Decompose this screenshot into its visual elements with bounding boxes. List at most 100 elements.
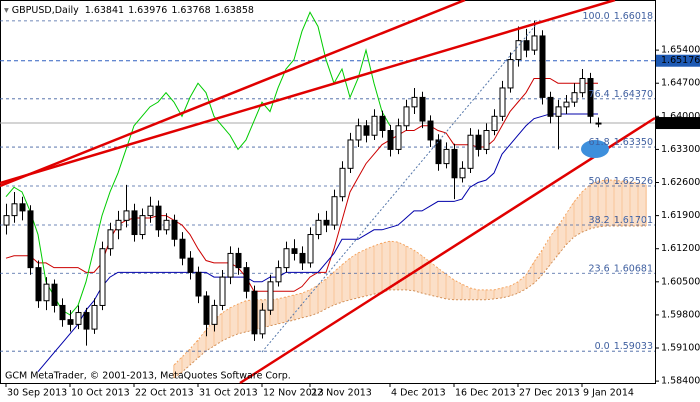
y-tick-label: 1.64700 [661, 78, 700, 89]
bid-price-label: 1.63858 [661, 118, 700, 129]
open: 1.63841 [85, 5, 124, 16]
candle-body [555, 106, 562, 117]
fib-label: 100.0 1.66018 [583, 10, 654, 21]
candle-body [499, 87, 506, 117]
candle-body [427, 120, 434, 141]
fib-level-label: 100.0 [583, 10, 610, 21]
fib-price-label: 1.63350 [614, 137, 653, 148]
fib-price-label: 1.62526 [614, 176, 653, 187]
candle-body [115, 219, 122, 231]
fib-label: 38.2 1.61701 [589, 215, 653, 226]
candle-body [331, 196, 338, 226]
y-tick-label: 1.61900 [661, 210, 700, 221]
candle-body [395, 125, 402, 150]
candle-body [59, 304, 66, 321]
candle-body [227, 252, 234, 278]
symbol: GBPUSD,Daily [12, 5, 79, 16]
candle-body [515, 40, 522, 61]
candle-body [307, 234, 314, 264]
low: 1.63768 [171, 5, 210, 16]
candle-body [387, 130, 394, 150]
fib-label: 0.0 1.59033 [595, 341, 653, 352]
candle-body [411, 96, 418, 108]
fib-level-label: 23.6 [589, 263, 610, 274]
y-tick-label: 1.60500 [661, 276, 700, 287]
candle-body [275, 267, 282, 283]
candle-body [19, 203, 26, 212]
candle-body [315, 219, 322, 236]
candle-body [379, 115, 386, 132]
fib-label: 23.6 1.60681 [589, 263, 653, 274]
x-tick-label: 30 Sep 2013 [7, 388, 67, 399]
header: ▾ GBPUSD,Daily 1.63841 1.63976 1.63768 1.638… [4, 5, 254, 16]
candle-body [27, 210, 34, 269]
trend-line [239, 116, 656, 385]
main-layer [3, 11, 602, 372]
candle-body [523, 40, 530, 51]
candle-body [475, 134, 482, 150]
candle-body [419, 96, 426, 122]
fib-level-label: 0.0 [595, 341, 610, 352]
candle-body [43, 283, 50, 302]
fib-price-label: 1.59033 [614, 341, 653, 352]
x-tick-label: 12 Nov 2013 [263, 388, 324, 399]
candle-body [579, 77, 586, 94]
y-tick-label: 1.59100 [661, 343, 700, 354]
candle-body [99, 248, 106, 306]
candle-body [483, 130, 490, 150]
y-tick-label: 1.63300 [661, 144, 700, 155]
fibo-trend [261, 19, 541, 353]
candle-body [363, 125, 370, 136]
candle-body [283, 248, 290, 269]
fib-price-label: 1.66018 [614, 10, 653, 21]
alert-price-label: 1.65176 [661, 55, 700, 66]
candle-body [155, 205, 162, 231]
candle-body [187, 257, 194, 273]
candle-body [131, 210, 138, 236]
x-tick-label: 31 Oct 2013 [199, 388, 258, 399]
candle-body [139, 215, 146, 236]
candle-body [11, 203, 18, 217]
candle-body [451, 148, 458, 179]
candle-body [211, 304, 218, 325]
trend-line [0, 0, 616, 185]
candle-body [467, 134, 474, 169]
close: 1.63858 [215, 5, 254, 16]
bid-price-box [656, 117, 700, 130]
candle-body [403, 106, 410, 127]
fib-label: 76.4 1.64370 [589, 88, 653, 99]
fib-level-label: 61.8 [589, 137, 610, 148]
alert-price-box [656, 54, 700, 67]
fib-label: 61.8 1.63350 [589, 137, 653, 148]
fib-price-label: 1.64370 [614, 88, 653, 99]
y-tick-label: 1.58400 [661, 376, 700, 387]
candle-body [435, 139, 442, 165]
candle-body [3, 215, 10, 226]
candle-body [459, 167, 466, 179]
trend-line [0, 0, 466, 188]
candle-body [107, 229, 114, 250]
x-tick-label: 22 Nov 2013 [311, 388, 372, 399]
candle-body [51, 283, 58, 306]
candle-body [371, 115, 378, 136]
copyright: GCM MetaTrader, © 2001-2013, MetaQuotes … [5, 371, 291, 382]
indicator-line [37, 113, 598, 372]
candle-body [531, 35, 538, 51]
candle-body [171, 219, 178, 240]
candle-body [291, 248, 298, 254]
y-tick-label: 1.62600 [661, 177, 700, 188]
highlight-ellipse [581, 140, 609, 158]
candle-body [507, 59, 514, 89]
fib-price-label: 1.61701 [614, 215, 653, 226]
candle-body [355, 125, 362, 141]
x-tick-label: 22 Oct 2013 [135, 388, 194, 399]
candle-body [91, 304, 98, 330]
fib-price-label: 1.60681 [614, 263, 653, 274]
x-tick-label: 9 Jan 2014 [583, 388, 634, 399]
x-tick-label: 4 Dec 2013 [391, 388, 446, 399]
candle-body [267, 281, 274, 311]
candle-body [587, 77, 594, 117]
candle-body [35, 267, 42, 302]
